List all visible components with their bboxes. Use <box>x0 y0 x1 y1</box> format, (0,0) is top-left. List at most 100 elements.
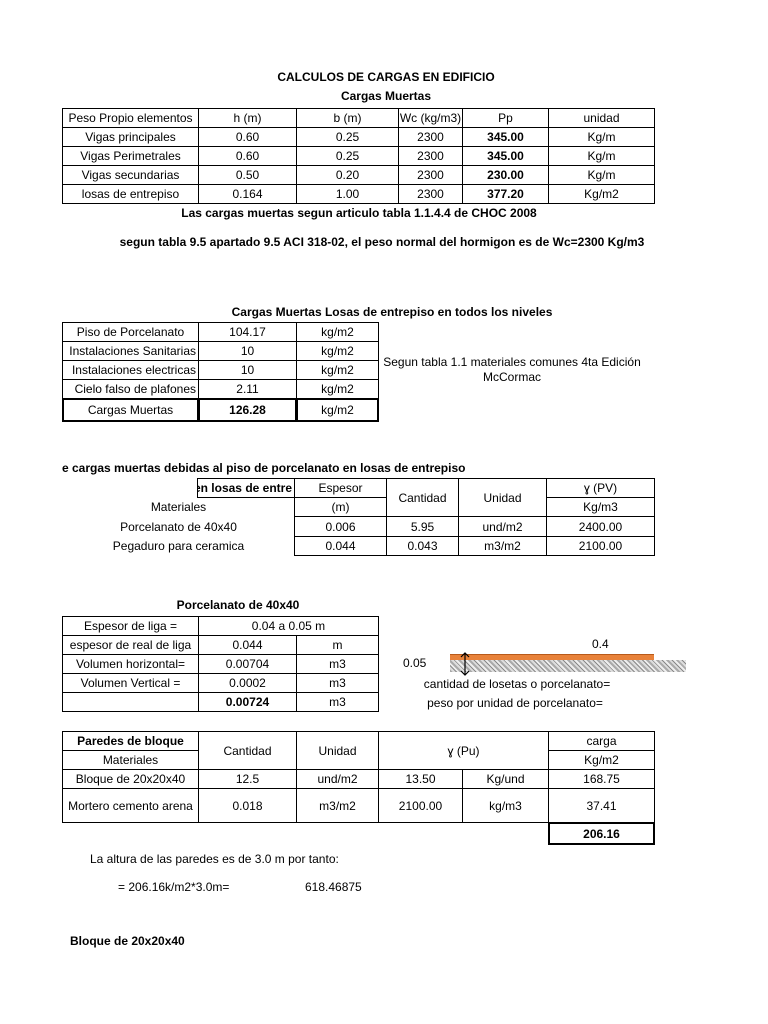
table-cell: 126.28 <box>198 398 297 422</box>
table-header-cell: Cantidad <box>198 731 297 770</box>
formula-result: 618.46875 <box>305 880 362 894</box>
table-cell: Instalaciones electricas <box>62 360 199 380</box>
table-cell: Kg/und <box>462 769 549 789</box>
formula: = 206.16k/m2*3.0m= <box>118 880 230 894</box>
table-cell: Espesor de liga = <box>62 616 199 636</box>
table-cell: und/m2 <box>296 769 379 789</box>
label: Porcelanato de 40x40 <box>120 519 237 534</box>
table-cell: 0.20 <box>296 165 399 185</box>
table-cell: Bloque de 20x20x40 <box>62 769 199 789</box>
section-title: Cargas Muertas <box>340 89 432 103</box>
table-cell: 0.60 <box>198 146 297 166</box>
note-aci: segun tabla 9.5 apartado 9.5 ACI 318-02,… <box>119 235 645 249</box>
table-cell: Vigas Perimetrales <box>62 146 199 166</box>
table-cell: m3 <box>296 692 379 712</box>
note-choc: Las cargas muertas segun articulo tabla … <box>181 206 537 220</box>
table-cell: Cielo falso de plafones <box>62 379 199 399</box>
table-header-cell: unidad <box>548 108 655 128</box>
porcelain-tile-graphic <box>450 654 654 660</box>
table-header-cell: carga <box>548 731 655 751</box>
table-cell: 0.044 <box>198 635 297 655</box>
table-cell: 230.00 <box>462 165 549 185</box>
table-cell: m3/m2 <box>296 788 379 823</box>
table-cell: m3 <box>296 654 379 674</box>
section-title: Cargas Muertas Losas de entrepiso en tod… <box>231 305 553 319</box>
table-cell <box>62 692 199 712</box>
table-header-cell: Wc (kg/m3) <box>398 108 463 128</box>
dimension-label: 0.4 <box>592 637 609 651</box>
table-cell: 168.75 <box>548 769 655 789</box>
table-cell: 0.60 <box>198 127 297 147</box>
table-cell: 0.006 <box>294 516 387 537</box>
table-header-cell: b (m) <box>296 108 399 128</box>
diagram-note: cantidad de losetas o porcelanato= <box>423 677 611 691</box>
table-cell: 2300 <box>398 165 463 185</box>
table-cell: 5.95 <box>386 516 459 537</box>
table-cell: 2100.00 <box>378 788 463 823</box>
section-heading: Bloque de 20x20x40 <box>70 934 185 948</box>
table-cell: 345.00 <box>462 127 549 147</box>
table-cell: 0.25 <box>296 146 399 166</box>
table-cell: 2400.00 <box>546 516 655 537</box>
table-header-cell: ɣ (PV) <box>546 478 655 498</box>
table-header-cell: Cantidad <box>386 478 459 517</box>
table-cell: losas de entrepiso <box>62 184 199 204</box>
table-header-cell: Espesor <box>294 478 387 498</box>
table-cell: 0.164 <box>198 184 297 204</box>
table-cell: Kg/m <box>548 146 655 166</box>
table-cell: Volumen horizontal= <box>62 654 199 674</box>
double-arrow-icon <box>460 652 470 676</box>
table-header-cell: Unidad <box>458 478 547 517</box>
table-cell: 0.04 a 0.05 m <box>198 616 379 636</box>
dimension-label: 0.05 <box>403 656 427 670</box>
table-header-cell: ɣ (Pu) <box>378 731 549 770</box>
table-cell: 0.50 <box>198 165 297 185</box>
table-cell: 2300 <box>398 184 463 204</box>
table-header-cell: Pp <box>462 108 549 128</box>
table-cell: 1.00 <box>296 184 399 204</box>
document-title: CALCULOS DE CARGAS EN EDIFICIO <box>277 70 495 84</box>
table-header-cell: Piso en losas de entre <box>197 478 295 498</box>
table-cell: 0.00704 <box>198 654 297 674</box>
table-cell: 0.044 <box>294 536 387 556</box>
mortar-bed-graphic <box>450 660 686 672</box>
table-cell: 12.5 <box>198 769 297 789</box>
label: Pegaduro para ceramica <box>112 539 245 553</box>
table-cell: Volumen Vertical = <box>62 673 199 693</box>
diagram-note: peso por unidad de porcelanato= <box>427 696 603 710</box>
table-cell: Cargas Muertas <box>62 398 199 422</box>
table-header-cell: Paredes de bloque <box>62 731 199 751</box>
table-header-cell: (m) <box>294 497 387 517</box>
table-cell: 377.20 <box>462 184 549 204</box>
note-walls: La altura de las paredes es de 3.0 m por… <box>90 852 339 866</box>
label: Materiales <box>150 500 207 514</box>
table-cell: m <box>296 635 379 655</box>
table-cell: 2100.00 <box>546 536 655 556</box>
table-header-cell: Materiales <box>62 750 199 770</box>
table-cell: und/m2 <box>458 516 547 537</box>
side-note: Segun tabla 1.1 materiales comunes 4ta E… <box>383 355 641 369</box>
table-cell: Mortero cemento arena <box>62 788 199 823</box>
table-cell: 345.00 <box>462 146 549 166</box>
table-cell: Kg/m <box>548 165 655 185</box>
table-cell: espesor de real de liga <box>62 635 199 655</box>
table-cell: 104.17 <box>198 322 297 342</box>
table-cell: 0.043 <box>386 536 459 556</box>
table-cell: kg/m2 <box>296 398 379 422</box>
table-cell: m3/m2 <box>458 536 547 556</box>
table-cell: Piso de Porcelanato <box>62 322 199 342</box>
table-header-cell: Kg/m3 <box>546 497 655 517</box>
table-header-cell: Unidad <box>296 731 379 770</box>
table-cell: 37.41 <box>548 788 655 823</box>
table-cell: 0.25 <box>296 127 399 147</box>
table-cell: kg/m3 <box>462 788 549 823</box>
table-cell: Kg/m <box>548 127 655 147</box>
total-cell: 206.16 <box>548 822 655 845</box>
table-header-cell: h (m) <box>198 108 297 128</box>
table-cell: Kg/m2 <box>548 184 655 204</box>
table-cell: Vigas secundarias <box>62 165 199 185</box>
table-header-cell: Kg/m2 <box>548 750 655 770</box>
table-cell: 0.018 <box>198 788 297 823</box>
table-cell: 2300 <box>398 127 463 147</box>
